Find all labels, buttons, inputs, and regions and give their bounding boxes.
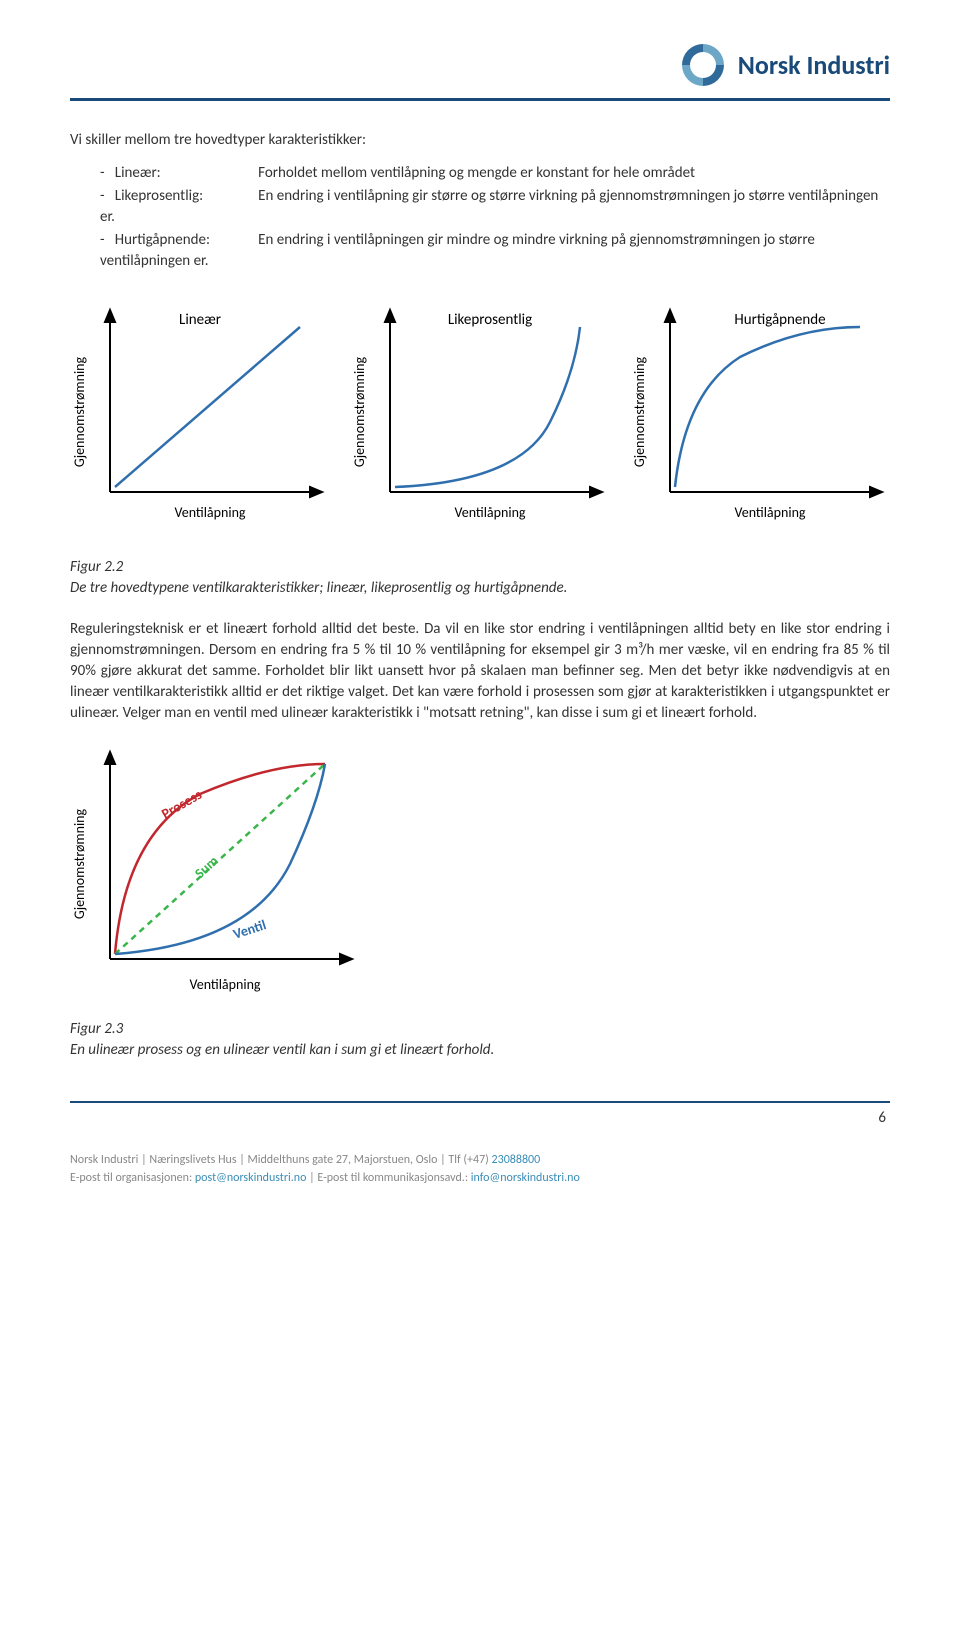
chart-title: Likeprosentlig bbox=[448, 311, 532, 329]
figure-caption: Figur 2.2 De tre hovedtypene ventilkarak… bbox=[70, 557, 890, 599]
footer-email: post@norskindustri.no bbox=[195, 1171, 307, 1185]
chart-ylabel: Gjennomstrømning bbox=[631, 356, 648, 467]
page-number: 6 bbox=[70, 1109, 890, 1127]
definition-term: Likeprosentlig: bbox=[115, 186, 255, 207]
footer-rule bbox=[70, 1101, 890, 1103]
brand-name: Norsk Industri bbox=[738, 49, 890, 81]
chart-ylabel: Gjennomstrømning bbox=[71, 808, 88, 919]
definition-row: - Lineær: Forholdet mellom ventilåpning … bbox=[100, 163, 890, 184]
footer-phone: 23088800 bbox=[492, 1153, 541, 1167]
definition-row: - Likeprosentlig: En endring i ventilåpn… bbox=[100, 186, 890, 228]
chart-ylabel: Gjennomstrømning bbox=[71, 356, 88, 467]
definition-desc: Forholdet mellom ventilåpning og mengde … bbox=[258, 164, 695, 182]
chart-linear: Gjennomstrømning Lineær Ventilåpning bbox=[70, 302, 330, 537]
footer-email: info@norskindustri.no bbox=[471, 1171, 580, 1185]
three-chart-row: Gjennomstrømning Lineær Ventilåpning Gje… bbox=[70, 302, 890, 537]
body-paragraph: Reguleringsteknisk er et lineært forhold… bbox=[70, 619, 890, 724]
curve-label-prosess: Prosess bbox=[159, 786, 206, 823]
page-footer: Norsk Industri | Næringslivets Hus | Mid… bbox=[0, 1147, 960, 1207]
figure-text: De tre hovedtypene ventilkarakteristikke… bbox=[70, 579, 567, 597]
chart-combined: Gjennomstrømning Prosess Sum Ventil Vent… bbox=[70, 744, 890, 1009]
definition-list: - Lineær: Forholdet mellom ventilåpning … bbox=[100, 163, 890, 272]
brand-logo: Norsk Industri bbox=[678, 40, 890, 90]
chart-title: Hurtigåpnende bbox=[734, 311, 825, 329]
chart-xlabel: Ventilåpning bbox=[734, 504, 805, 521]
curve-label-sum: Sum bbox=[191, 852, 221, 882]
figure-caption: Figur 2.3 En ulineær prosess og en uline… bbox=[70, 1019, 890, 1061]
chart-ylabel: Gjennomstrømning bbox=[351, 356, 368, 467]
page-header: Norsk Industri bbox=[70, 40, 890, 90]
footer-text: Norsk Industri | Næringslivets Hus | Mid… bbox=[70, 1153, 492, 1167]
definition-row: - Hurtigåpnende: En endring i ventilåpni… bbox=[100, 230, 890, 272]
footer-text: | E-post til kommunikasjonsavd.: bbox=[306, 1171, 470, 1185]
definition-term: Lineær: bbox=[115, 163, 255, 184]
chart-xlabel: Ventilåpning bbox=[189, 976, 260, 993]
figure-number: Figur 2.3 bbox=[70, 1020, 123, 1038]
logo-icon bbox=[678, 40, 728, 90]
chart-xlabel: Ventilåpning bbox=[174, 504, 245, 521]
chart-xlabel: Ventilåpning bbox=[454, 504, 525, 521]
figure-text: En ulineær prosess og en ulineær ventil … bbox=[70, 1041, 494, 1059]
chart-quick-opening: Gjennomstrømning Hurtigåpnende Ventilåpn… bbox=[630, 302, 890, 537]
intro-text: Vi skiller mellom tre hovedtyper karakte… bbox=[70, 131, 890, 149]
chart-title: Lineær bbox=[179, 311, 221, 329]
figure-number: Figur 2.2 bbox=[70, 558, 123, 576]
chart-equal-percentage: Gjennomstrømning Likeprosentlig Ventilåp… bbox=[350, 302, 610, 537]
footer-text: E-post til organisasjonen: bbox=[70, 1171, 195, 1185]
definition-term: Hurtigåpnende: bbox=[115, 230, 255, 251]
header-rule bbox=[70, 98, 890, 101]
